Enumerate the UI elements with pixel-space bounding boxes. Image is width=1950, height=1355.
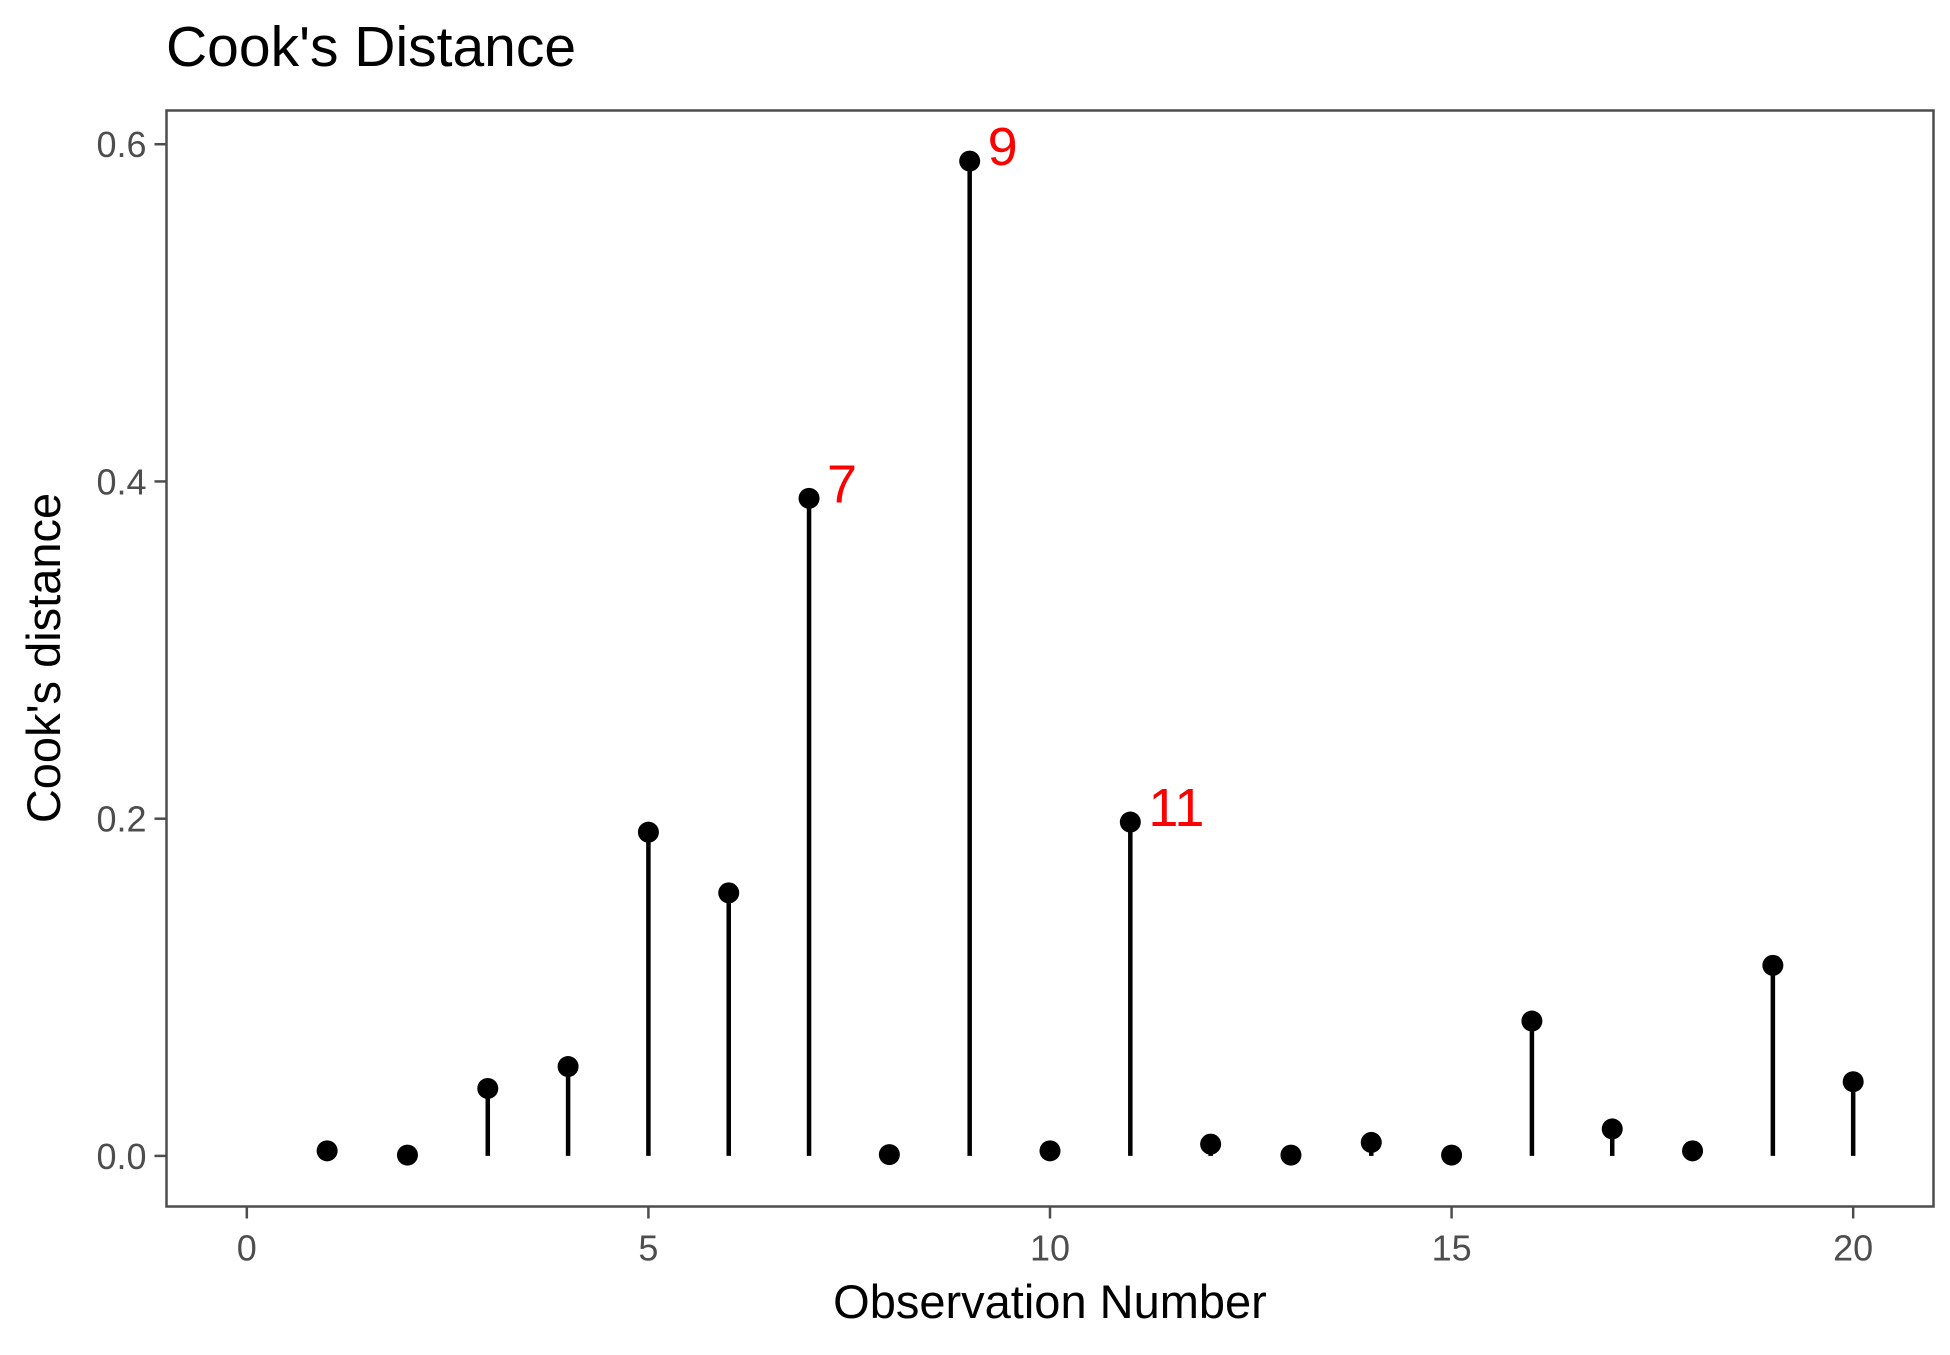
x-tick-label: 15: [1432, 1228, 1472, 1269]
annotation-label-obs-7: 7: [827, 454, 857, 514]
y-tick-label: 0.4: [96, 461, 146, 502]
x-tick-label: 0: [237, 1228, 257, 1269]
point-obs-1: [316, 1140, 338, 1162]
point-obs-9: [959, 150, 981, 172]
point-obs-16: [1521, 1010, 1543, 1032]
point-obs-20: [1842, 1071, 1864, 1093]
point-obs-7: [798, 487, 820, 509]
y-tick-label: 0.6: [96, 124, 146, 165]
annotation-label-obs-9: 9: [988, 117, 1018, 177]
point-obs-15: [1441, 1144, 1463, 1166]
point-obs-14: [1360, 1131, 1382, 1153]
point-obs-13: [1280, 1144, 1302, 1166]
y-axis: 0.0 0.2 0.4 0.6: [96, 124, 167, 1177]
point-obs-5: [637, 821, 659, 843]
y-tick-label: 0.2: [96, 799, 146, 840]
stems-layer: [324, 161, 1856, 1156]
y-tick-label: 0.0: [96, 1136, 146, 1177]
y-axis-title: Cook's distance: [17, 493, 70, 823]
point-obs-4: [557, 1056, 579, 1078]
point-obs-2: [396, 1144, 418, 1166]
annotations-layer: 7 9 11: [827, 117, 1204, 838]
x-axis-title: Observation Number: [833, 1275, 1267, 1328]
point-obs-18: [1682, 1140, 1704, 1162]
x-tick-label: 5: [638, 1228, 658, 1269]
point-obs-12: [1200, 1133, 1222, 1155]
x-tick-label: 20: [1833, 1228, 1873, 1269]
points-layer: [316, 150, 1864, 1166]
point-obs-8: [878, 1144, 900, 1166]
chart-title: Cook's Distance: [166, 15, 576, 79]
x-tick-label: 10: [1030, 1228, 1070, 1269]
point-obs-17: [1601, 1118, 1623, 1140]
point-obs-10: [1039, 1140, 1061, 1162]
point-obs-19: [1762, 954, 1784, 976]
plot-panel-border: [165, 109, 1935, 1208]
point-obs-11: [1119, 811, 1141, 833]
point-obs-3: [477, 1077, 499, 1099]
x-axis: 0 5 10 15 20: [237, 1206, 1873, 1269]
annotation-label-obs-11: 11: [1148, 778, 1204, 838]
point-obs-6: [718, 882, 740, 904]
